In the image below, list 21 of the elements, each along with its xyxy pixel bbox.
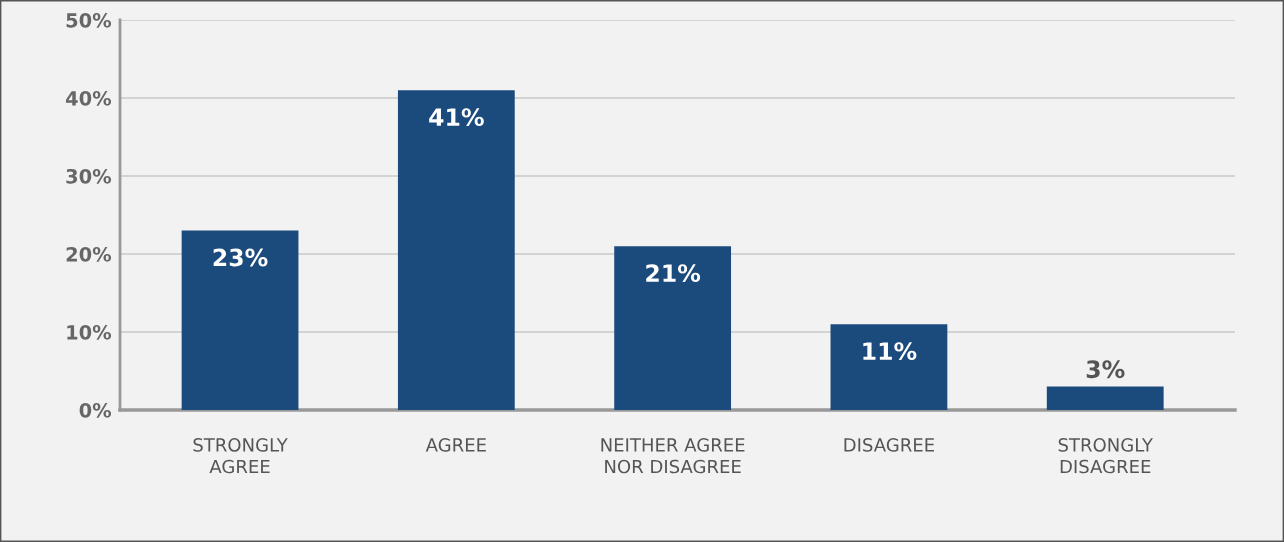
bar: [181, 230, 299, 410]
x-tick-label: STRONGLY AGREE: [193, 438, 288, 474]
data-label: 3%: [1086, 360, 1125, 379]
bar: [397, 90, 515, 410]
x-tick-label: NEITHER AGREE NOR DISAGREE: [601, 438, 745, 474]
bar: [830, 324, 948, 410]
y-tick-label: 30%: [66, 168, 112, 184]
y-tick-label: 10%: [67, 324, 112, 340]
data-label: 11%: [863, 342, 917, 361]
x-tick-label: AGREE: [425, 438, 486, 452]
data-label: 21%: [646, 264, 701, 283]
data-label: 23%: [213, 248, 268, 267]
data-label: 41%: [429, 108, 484, 127]
x-tick-label: STRONGLY DISAGREE: [1058, 438, 1153, 474]
bar: [614, 246, 732, 410]
y-tick-label: 50%: [66, 12, 112, 28]
bar: [1046, 386, 1164, 410]
x-tick-label: DISAGREE: [844, 438, 934, 452]
y-tick-label: 0%: [79, 402, 112, 418]
y-tick-label: 40%: [66, 90, 112, 106]
y-tick-label: 20%: [66, 246, 112, 262]
